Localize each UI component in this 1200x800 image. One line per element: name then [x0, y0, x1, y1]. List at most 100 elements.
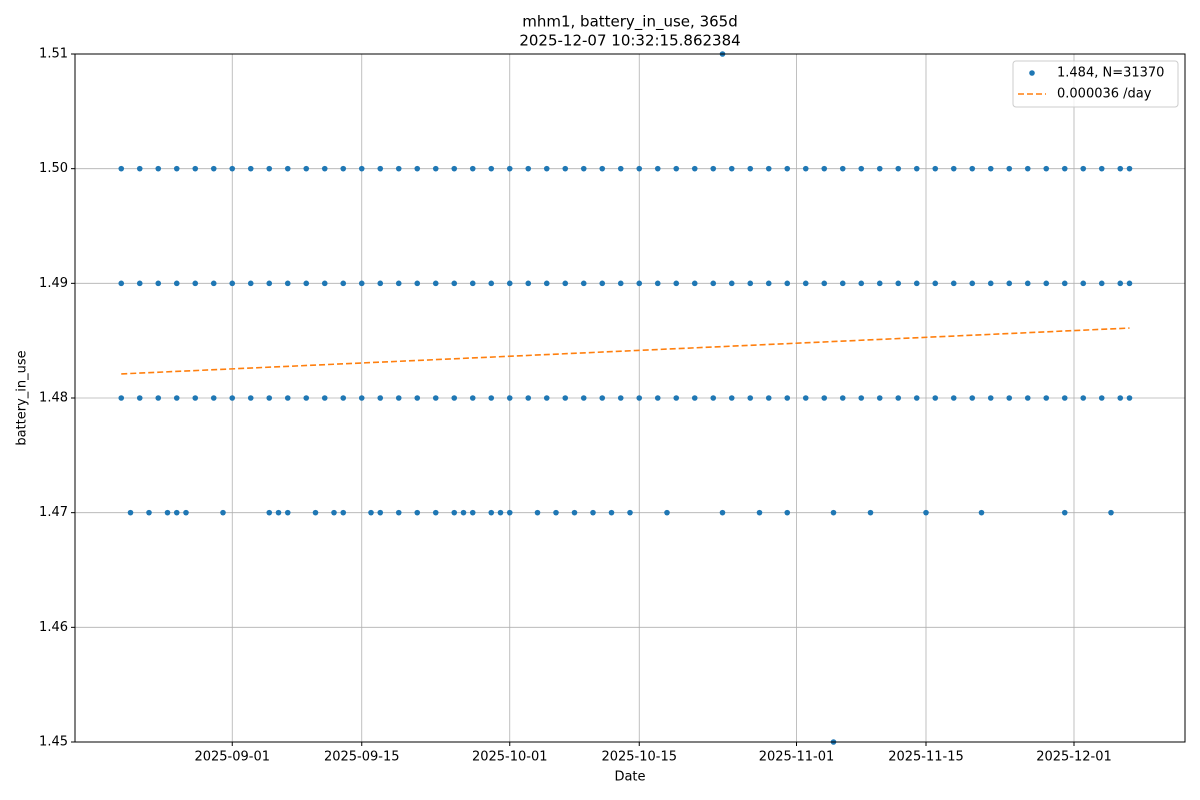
data-point: [895, 165, 902, 172]
data-point: [506, 509, 513, 516]
data-point: [913, 395, 920, 401]
data-point: [802, 165, 809, 172]
data-point: [562, 165, 569, 172]
data-point: [1024, 280, 1031, 287]
data-point: [784, 509, 791, 516]
data-point: [821, 280, 828, 287]
data-point: [451, 280, 458, 287]
data-point: [617, 280, 624, 287]
data-point: [636, 280, 643, 287]
legend-label: 1.484, N=31370: [1057, 66, 1164, 81]
x-tick-label: 2025-09-15: [324, 750, 400, 765]
data-point: [414, 395, 421, 401]
data-point: [127, 509, 134, 516]
data-point: [932, 395, 939, 401]
y-axis-label: battery_in_use: [15, 350, 30, 445]
data-point: [1061, 280, 1068, 287]
data-point: [580, 165, 587, 172]
data-point: [284, 509, 291, 516]
data-point: [673, 280, 680, 287]
data-point: [534, 509, 541, 516]
data-point: [562, 395, 569, 401]
data-point: [1061, 165, 1068, 172]
x-tick-label: 2025-09-01: [194, 750, 270, 765]
data-point: [247, 165, 254, 172]
data-point: [377, 395, 384, 401]
data-point: [608, 509, 615, 516]
data-point: [1061, 509, 1068, 516]
data-point: [414, 280, 421, 287]
data-point: [599, 395, 606, 401]
data-point: [266, 280, 273, 287]
data-point: [747, 395, 754, 401]
data-point: [229, 280, 236, 287]
data-point: [747, 165, 754, 172]
data-point: [173, 395, 180, 401]
data-point: [654, 395, 661, 401]
data-point: [395, 509, 402, 516]
data-point: [284, 280, 291, 287]
data-point: [377, 280, 384, 287]
data-point: [1043, 280, 1050, 287]
data-point: [210, 280, 217, 287]
data-point: [284, 165, 291, 172]
data-point: [765, 395, 772, 401]
data-point: [691, 395, 698, 401]
data-point: [220, 509, 226, 516]
data-point: [923, 509, 929, 516]
data-point: [969, 280, 976, 287]
data-point: [747, 280, 754, 287]
data-point: [303, 280, 310, 287]
data-point: [728, 165, 735, 172]
data-point: [987, 280, 994, 287]
data-point: [1043, 395, 1050, 401]
data-point: [839, 165, 846, 172]
data-point: [432, 165, 439, 172]
data-point: [765, 165, 772, 172]
data-point: [821, 395, 828, 401]
data-point: [469, 395, 476, 401]
data-point: [358, 165, 365, 172]
data-point: [432, 395, 439, 401]
chart-title: mhm1, battery_in_use, 365d: [522, 13, 737, 32]
x-tick-label: 2025-10-01: [472, 750, 548, 765]
data-point: [266, 395, 273, 401]
data-point: [173, 165, 180, 172]
data-point: [432, 509, 439, 516]
data-point: [155, 395, 162, 401]
data-point: [876, 165, 883, 172]
data-point: [876, 395, 883, 401]
data-point: [118, 165, 125, 172]
data-point: [858, 165, 865, 172]
data-point: [950, 280, 957, 287]
data-point: [506, 165, 513, 172]
data-point: [377, 165, 384, 172]
data-point: [571, 509, 578, 516]
data-point: [1117, 395, 1124, 401]
data-point: [414, 165, 421, 172]
y-tick-label: 1.47: [39, 505, 68, 520]
y-tick-label: 1.49: [39, 276, 68, 291]
data-point: [155, 165, 162, 172]
data-point: [1080, 280, 1087, 287]
data-point: [599, 280, 606, 287]
data-point: [266, 509, 273, 516]
data-point: [118, 280, 125, 287]
data-point: [580, 395, 587, 401]
data-point: [858, 280, 865, 287]
data-point: [802, 395, 809, 401]
data-point: [1126, 280, 1133, 287]
data-point: [1108, 509, 1114, 516]
data-point: [876, 280, 883, 287]
data-point: [469, 509, 476, 516]
data-point: [821, 165, 828, 172]
data-point: [895, 395, 902, 401]
data-point: [377, 509, 384, 516]
data-point: [192, 165, 199, 172]
x-axis-label: Date: [614, 770, 645, 785]
data-point: [488, 509, 495, 516]
data-point: [553, 509, 559, 516]
data-point: [1080, 165, 1087, 172]
data-point: [950, 395, 957, 401]
